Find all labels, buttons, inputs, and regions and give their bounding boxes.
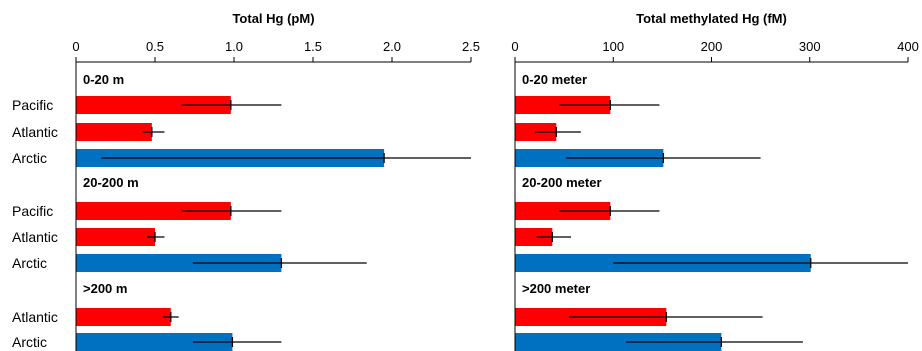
hg-category-label: Arctic <box>12 150 47 166</box>
hg-tick-label: 2.0 <box>383 39 401 54</box>
chart-panels: Total Hg (pM) 0 0.5 1.0 1.5 2.0 2.5 0-20 m Pacif… <box>12 11 919 351</box>
hg-bar-arctic <box>76 254 282 272</box>
hg-category-label: Pacific <box>12 203 53 219</box>
hg-category-label: Pacific <box>12 97 53 113</box>
hg-tick-label: 2.5 <box>462 39 480 54</box>
hg-bar-atlantic <box>76 228 155 246</box>
mehg-axis-title: Total methylated Hg (fM) <box>636 11 787 26</box>
mehg-bar-atlantic <box>515 228 553 246</box>
hg-category-label: Arctic <box>12 334 47 350</box>
hg-group-label: >200 m <box>83 281 127 296</box>
mehg-tick-label: 100 <box>602 39 624 54</box>
mehg-group-label: 20-200 meter <box>522 175 602 190</box>
hg-category-label: Atlantic <box>12 229 58 245</box>
mehg-tick-label: 300 <box>799 39 821 54</box>
hg-bar-arctic <box>76 333 233 351</box>
mehg-tick-label: 400 <box>897 39 919 54</box>
mehg-tick-label: 200 <box>701 39 723 54</box>
hg-category-label: Arctic <box>12 255 47 271</box>
hg-group-label: 20-200 m <box>83 175 139 190</box>
hg-panel: Total Hg (pM) 0 0.5 1.0 1.5 2.0 2.5 0-20 m Pacif… <box>12 11 480 351</box>
mehg-group-label: 0-20 meter <box>522 72 587 87</box>
mehg-panel: Total methylated Hg (fM) 0 100 200 300 400 0-2… <box>511 11 919 351</box>
hg-tick-label: 0 <box>72 39 79 54</box>
mehg-tick-label: 0 <box>511 39 518 54</box>
hg-tick-label: 1.5 <box>304 39 322 54</box>
hg-tick-label: 1.0 <box>225 39 243 54</box>
hg-category-label: Atlantic <box>12 124 58 140</box>
hg-bar-atlantic <box>76 123 152 141</box>
hg-bar-atlantic <box>76 308 171 326</box>
hg-axis-title: Total Hg (pM) <box>232 11 314 26</box>
hg-tick-label: 0.5 <box>146 39 164 54</box>
hg-bar-pacific <box>76 96 231 114</box>
mehg-bar-arctic <box>515 333 722 351</box>
hg-group-label: 0-20 m <box>83 72 124 87</box>
hg-category-label: Atlantic <box>12 309 58 325</box>
hg-bar-pacific <box>76 202 231 220</box>
mehg-group-label: >200 meter <box>522 281 590 296</box>
